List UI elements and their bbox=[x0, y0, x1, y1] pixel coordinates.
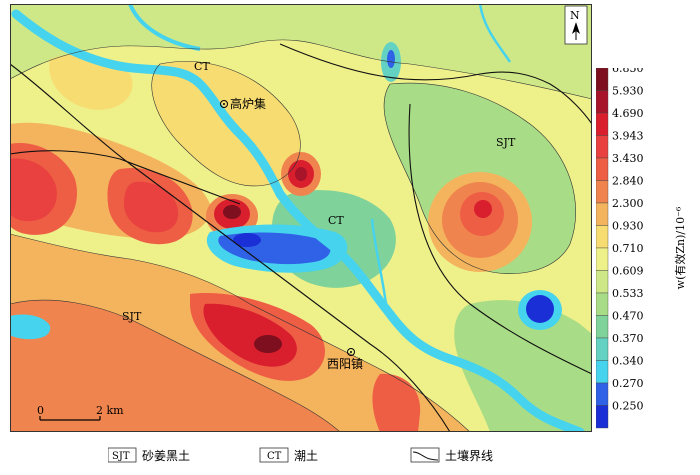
colorbar-tick-label: 0.710 bbox=[612, 242, 644, 255]
colorbar-tick-label: 2.840 bbox=[612, 175, 644, 188]
scale-label-distance: 2 km bbox=[96, 404, 124, 417]
hotspot-east-core bbox=[474, 200, 492, 218]
colorbar-swatch bbox=[596, 382, 609, 406]
colorbar-swatch bbox=[596, 180, 609, 204]
colorbar-swatch bbox=[596, 112, 609, 136]
contour-line bbox=[10, 299, 341, 432]
zone-southeast-teal bbox=[454, 300, 592, 432]
legend-item-ct: CT 潮土 bbox=[259, 447, 318, 463]
colorbar-swatch bbox=[596, 270, 609, 294]
colorbar-swatch bbox=[596, 315, 609, 339]
colorbar-tick-label: 4.690 bbox=[612, 107, 644, 120]
soil-boundary bbox=[10, 63, 451, 432]
hotspot-south-core bbox=[254, 335, 282, 353]
north-arrow: N bbox=[564, 5, 588, 45]
place-label-sjt-west: SJT bbox=[122, 310, 142, 323]
hotspot-west2-inner bbox=[124, 181, 179, 233]
hotspot-south-east bbox=[372, 373, 421, 432]
colorbar-tick-label: 0.470 bbox=[612, 310, 644, 323]
map-legend: SJT 砂姜黑土 CT 潮土 土壤界线 bbox=[108, 447, 493, 463]
colorbar-swatch bbox=[596, 292, 609, 316]
colorbar-swatch bbox=[596, 90, 609, 114]
contour-line bbox=[10, 39, 592, 100]
colorbar-swatch bbox=[596, 135, 609, 159]
legend-item-boundary: 土壤界线 bbox=[410, 447, 493, 463]
north-arrow-label: N bbox=[570, 9, 580, 22]
town-marker-dot bbox=[223, 103, 225, 105]
colorbar-swatch bbox=[596, 68, 609, 91]
boundary-line-icon bbox=[412, 451, 439, 461]
map-frame bbox=[10, 4, 592, 432]
soil-boundary bbox=[10, 150, 241, 205]
legend-item-sjt: SJT 砂姜黑土 bbox=[108, 447, 190, 463]
colorbar-tick-label: 3.430 bbox=[612, 152, 644, 165]
colorbar-tick-label: 0.370 bbox=[612, 332, 644, 345]
peak-center-b-inner bbox=[295, 167, 307, 181]
river-branch-east bbox=[370, 218, 388, 305]
place-label-sjt-east: SJT bbox=[496, 136, 516, 149]
colorbar-tick-label: 5.930 bbox=[612, 85, 644, 98]
town-marker bbox=[347, 348, 355, 356]
colorbar-swatch bbox=[596, 360, 609, 384]
colorbar-tick-label: 2.300 bbox=[612, 197, 644, 210]
place-label-gaoluji: 高炉集 bbox=[230, 96, 266, 111]
colorbar-swatch bbox=[596, 247, 609, 271]
river-tributary bbox=[128, 4, 201, 51]
soil-boundary bbox=[408, 103, 592, 375]
colorbar-tick-label: 3.943 bbox=[612, 130, 644, 143]
colorbar-tick-label: 0.270 bbox=[612, 377, 644, 390]
colorbar-swatch bbox=[596, 405, 609, 429]
colorbar-tick-label: 0.533 bbox=[612, 287, 644, 300]
soil-boundary bbox=[279, 43, 592, 125]
legend-code-sjt: SJT bbox=[112, 451, 130, 462]
low-southwest bbox=[10, 314, 51, 340]
legend-code-ct: CT bbox=[267, 451, 282, 462]
scale-label-zero: 0 bbox=[37, 404, 44, 417]
river-branch-north bbox=[478, 4, 512, 63]
colorbar-swatch bbox=[596, 157, 609, 181]
hotspot-west-inner bbox=[10, 158, 57, 222]
colorbar-swatch bbox=[596, 225, 609, 249]
low-center-core bbox=[233, 233, 261, 247]
town-marker bbox=[220, 100, 228, 108]
legend-label-boundary: 土壤界线 bbox=[445, 448, 493, 463]
contour-map: CT 高炉集 SJT CT SJT 西阳镇 0 2 km N bbox=[10, 4, 592, 432]
contour-line bbox=[151, 61, 301, 187]
colorbar-swatch bbox=[596, 202, 609, 226]
colorbar-tick-label: 0.609 bbox=[612, 265, 644, 278]
river bbox=[11, 9, 585, 432]
colorbar-axis-label: w(有效Zn)/10⁻⁶ bbox=[673, 206, 687, 289]
town-marker-dot bbox=[350, 351, 352, 353]
legend-label-sjt: 砂姜黑土 bbox=[142, 449, 190, 463]
colorbar-tick-label: 0.250 bbox=[612, 400, 644, 413]
peak-center-a-inner bbox=[223, 205, 241, 219]
zone-north-light bbox=[10, 4, 592, 99]
colorbar-swatch bbox=[596, 337, 609, 361]
place-label-ct-north: CT bbox=[194, 60, 210, 73]
low-east-core bbox=[526, 295, 554, 323]
colorbar-tick-label: 0.930 bbox=[612, 220, 644, 233]
contour-line bbox=[10, 233, 471, 432]
place-label-ct-center: CT bbox=[328, 214, 344, 227]
place-label-xiyangzhen: 西阳镇 bbox=[327, 357, 363, 371]
legend-label-ct: 潮土 bbox=[294, 448, 318, 463]
zone-southwest-deep-orange bbox=[10, 300, 340, 432]
low-north-core bbox=[387, 50, 395, 68]
colorbar: 6.850 5.930 4.690 3.943 3.430 2.840 2.300 0.930… bbox=[596, 68, 687, 429]
colorbar-tick-label: 6.850 bbox=[612, 68, 644, 75]
colorbar-tick-label: 0.340 bbox=[612, 355, 644, 368]
